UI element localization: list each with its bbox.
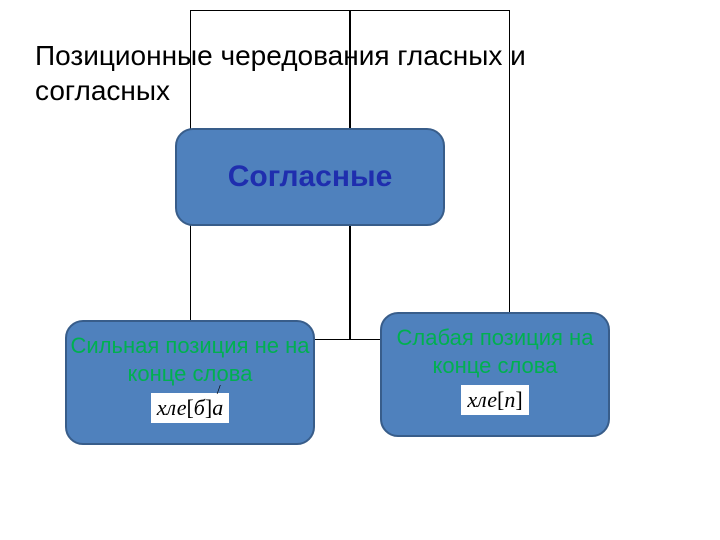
- node-right-label: Слабая позиция на конце слова: [382, 324, 608, 379]
- node-center: Согласные: [175, 128, 445, 226]
- node-right-formula: хле[п]: [461, 385, 528, 415]
- diagram-title: Позиционные чередования гласных и соглас…: [35, 38, 655, 108]
- node-right: Слабая позиция на конце слова хле[п]: [380, 312, 610, 437]
- node-left-formula: хле[б]а /: [151, 393, 229, 423]
- node-left: Сильная позиция не на конце слова хле[б]…: [65, 320, 315, 445]
- node-left-label: Сильная позиция не на конце слова: [67, 332, 313, 387]
- node-center-label: Согласные: [228, 160, 393, 194]
